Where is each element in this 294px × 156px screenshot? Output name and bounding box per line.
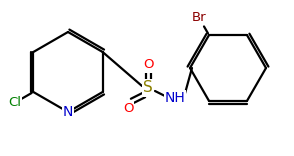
Text: N: N [63, 105, 73, 119]
Text: Br: Br [192, 11, 206, 24]
Text: Cl: Cl [8, 97, 21, 110]
Text: O: O [143, 58, 153, 71]
Text: NH: NH [165, 91, 186, 105]
Text: O: O [123, 102, 133, 115]
Text: S: S [143, 80, 153, 95]
